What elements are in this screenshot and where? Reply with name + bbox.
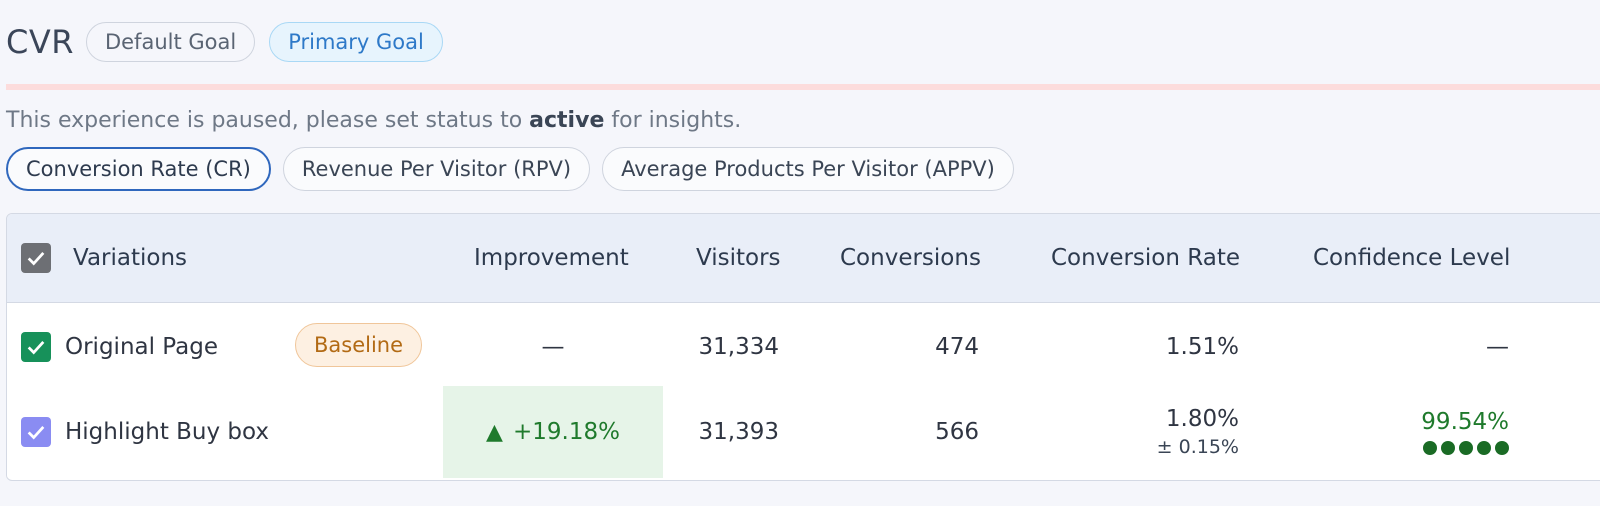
- tab-revenue-per-visitor[interactable]: Revenue Per Visitor (RPV): [282, 147, 591, 191]
- confidence-dot: [1423, 441, 1437, 455]
- confidence-value: —: [1486, 334, 1509, 360]
- col-variations[interactable]: Variations: [73, 245, 188, 271]
- goal-header: CVR Default Goal Primary Goal: [6, 18, 457, 66]
- tab-average-products-per-visitor[interactable]: Average Products Per Visitor (APPV): [602, 147, 1014, 191]
- conversion-rate-cell: 1.80% ± 0.15%: [1057, 386, 1239, 478]
- checkmark-icon: [27, 426, 45, 440]
- improvement-value: —: [541, 334, 565, 360]
- baseline-badge: Baseline: [295, 323, 423, 367]
- improvement-percent: +19.18%: [512, 419, 620, 445]
- row-checkbox[interactable]: [21, 332, 51, 362]
- col-conversion-rate[interactable]: Conversion Rate: [1051, 245, 1240, 271]
- conversions-value: 474: [935, 334, 979, 360]
- notice-prefix: This experience is paused, please set st…: [6, 108, 530, 133]
- checkmark-icon: [27, 341, 45, 355]
- row-checkbox[interactable]: [21, 417, 51, 447]
- col-visitors[interactable]: Visitors: [696, 245, 781, 271]
- col-conversions[interactable]: Conversions: [840, 245, 981, 271]
- variations-table: Variations Improvement Visitors Conversi…: [6, 213, 1600, 481]
- alert-divider: [6, 84, 1600, 90]
- confidence-dot: [1495, 441, 1509, 455]
- confidence-dots: [1423, 441, 1509, 455]
- paused-notice: This experience is paused, please set st…: [6, 108, 741, 133]
- table-header: Variations Improvement Visitors Conversi…: [7, 214, 1600, 303]
- col-improvement[interactable]: Improvement: [474, 245, 629, 271]
- conversion-rate-value: 1.80%: [1165, 406, 1239, 432]
- confidence-dot: [1441, 441, 1455, 455]
- up-arrow-icon: ▲: [486, 419, 503, 445]
- tab-conversion-rate[interactable]: Conversion Rate (CR): [6, 147, 271, 191]
- confidence-dot: [1477, 441, 1491, 455]
- table-row[interactable]: Highlight Buy box ▲ +19.18% 31,393 566 1…: [7, 386, 1600, 478]
- notice-suffix: for insights.: [604, 108, 742, 133]
- goal-title: CVR: [6, 23, 74, 61]
- table-row[interactable]: Original Page Baseline — 31,334 474 1.51…: [7, 303, 1600, 392]
- visitors-value: 31,334: [698, 334, 779, 360]
- select-all-checkbox[interactable]: [21, 243, 51, 273]
- default-goal-badge[interactable]: Default Goal: [85, 22, 256, 62]
- improvement-highlight: [443, 386, 663, 478]
- conversion-rate-value: 1.51%: [1165, 334, 1239, 360]
- confidence-cell: 99.54%: [1387, 386, 1509, 478]
- primary-goal-badge[interactable]: Primary Goal: [269, 22, 443, 62]
- checkmark-icon: [27, 252, 45, 266]
- conversions-value: 566: [935, 419, 979, 445]
- confidence-dot: [1459, 441, 1473, 455]
- confidence-value: 99.54%: [1421, 409, 1509, 435]
- col-confidence-level[interactable]: Confidence Level: [1313, 245, 1511, 271]
- metric-tabs: Conversion Rate (CR) Revenue Per Visitor…: [6, 147, 1026, 191]
- notice-status-active: active: [529, 108, 605, 133]
- variation-name: Highlight Buy box: [65, 419, 270, 445]
- visitors-value: 31,393: [698, 419, 779, 445]
- improvement-value: ▲ +19.18%: [443, 386, 663, 478]
- variation-name: Original Page: [65, 334, 218, 360]
- conversion-rate-margin: ± 0.15%: [1156, 436, 1239, 458]
